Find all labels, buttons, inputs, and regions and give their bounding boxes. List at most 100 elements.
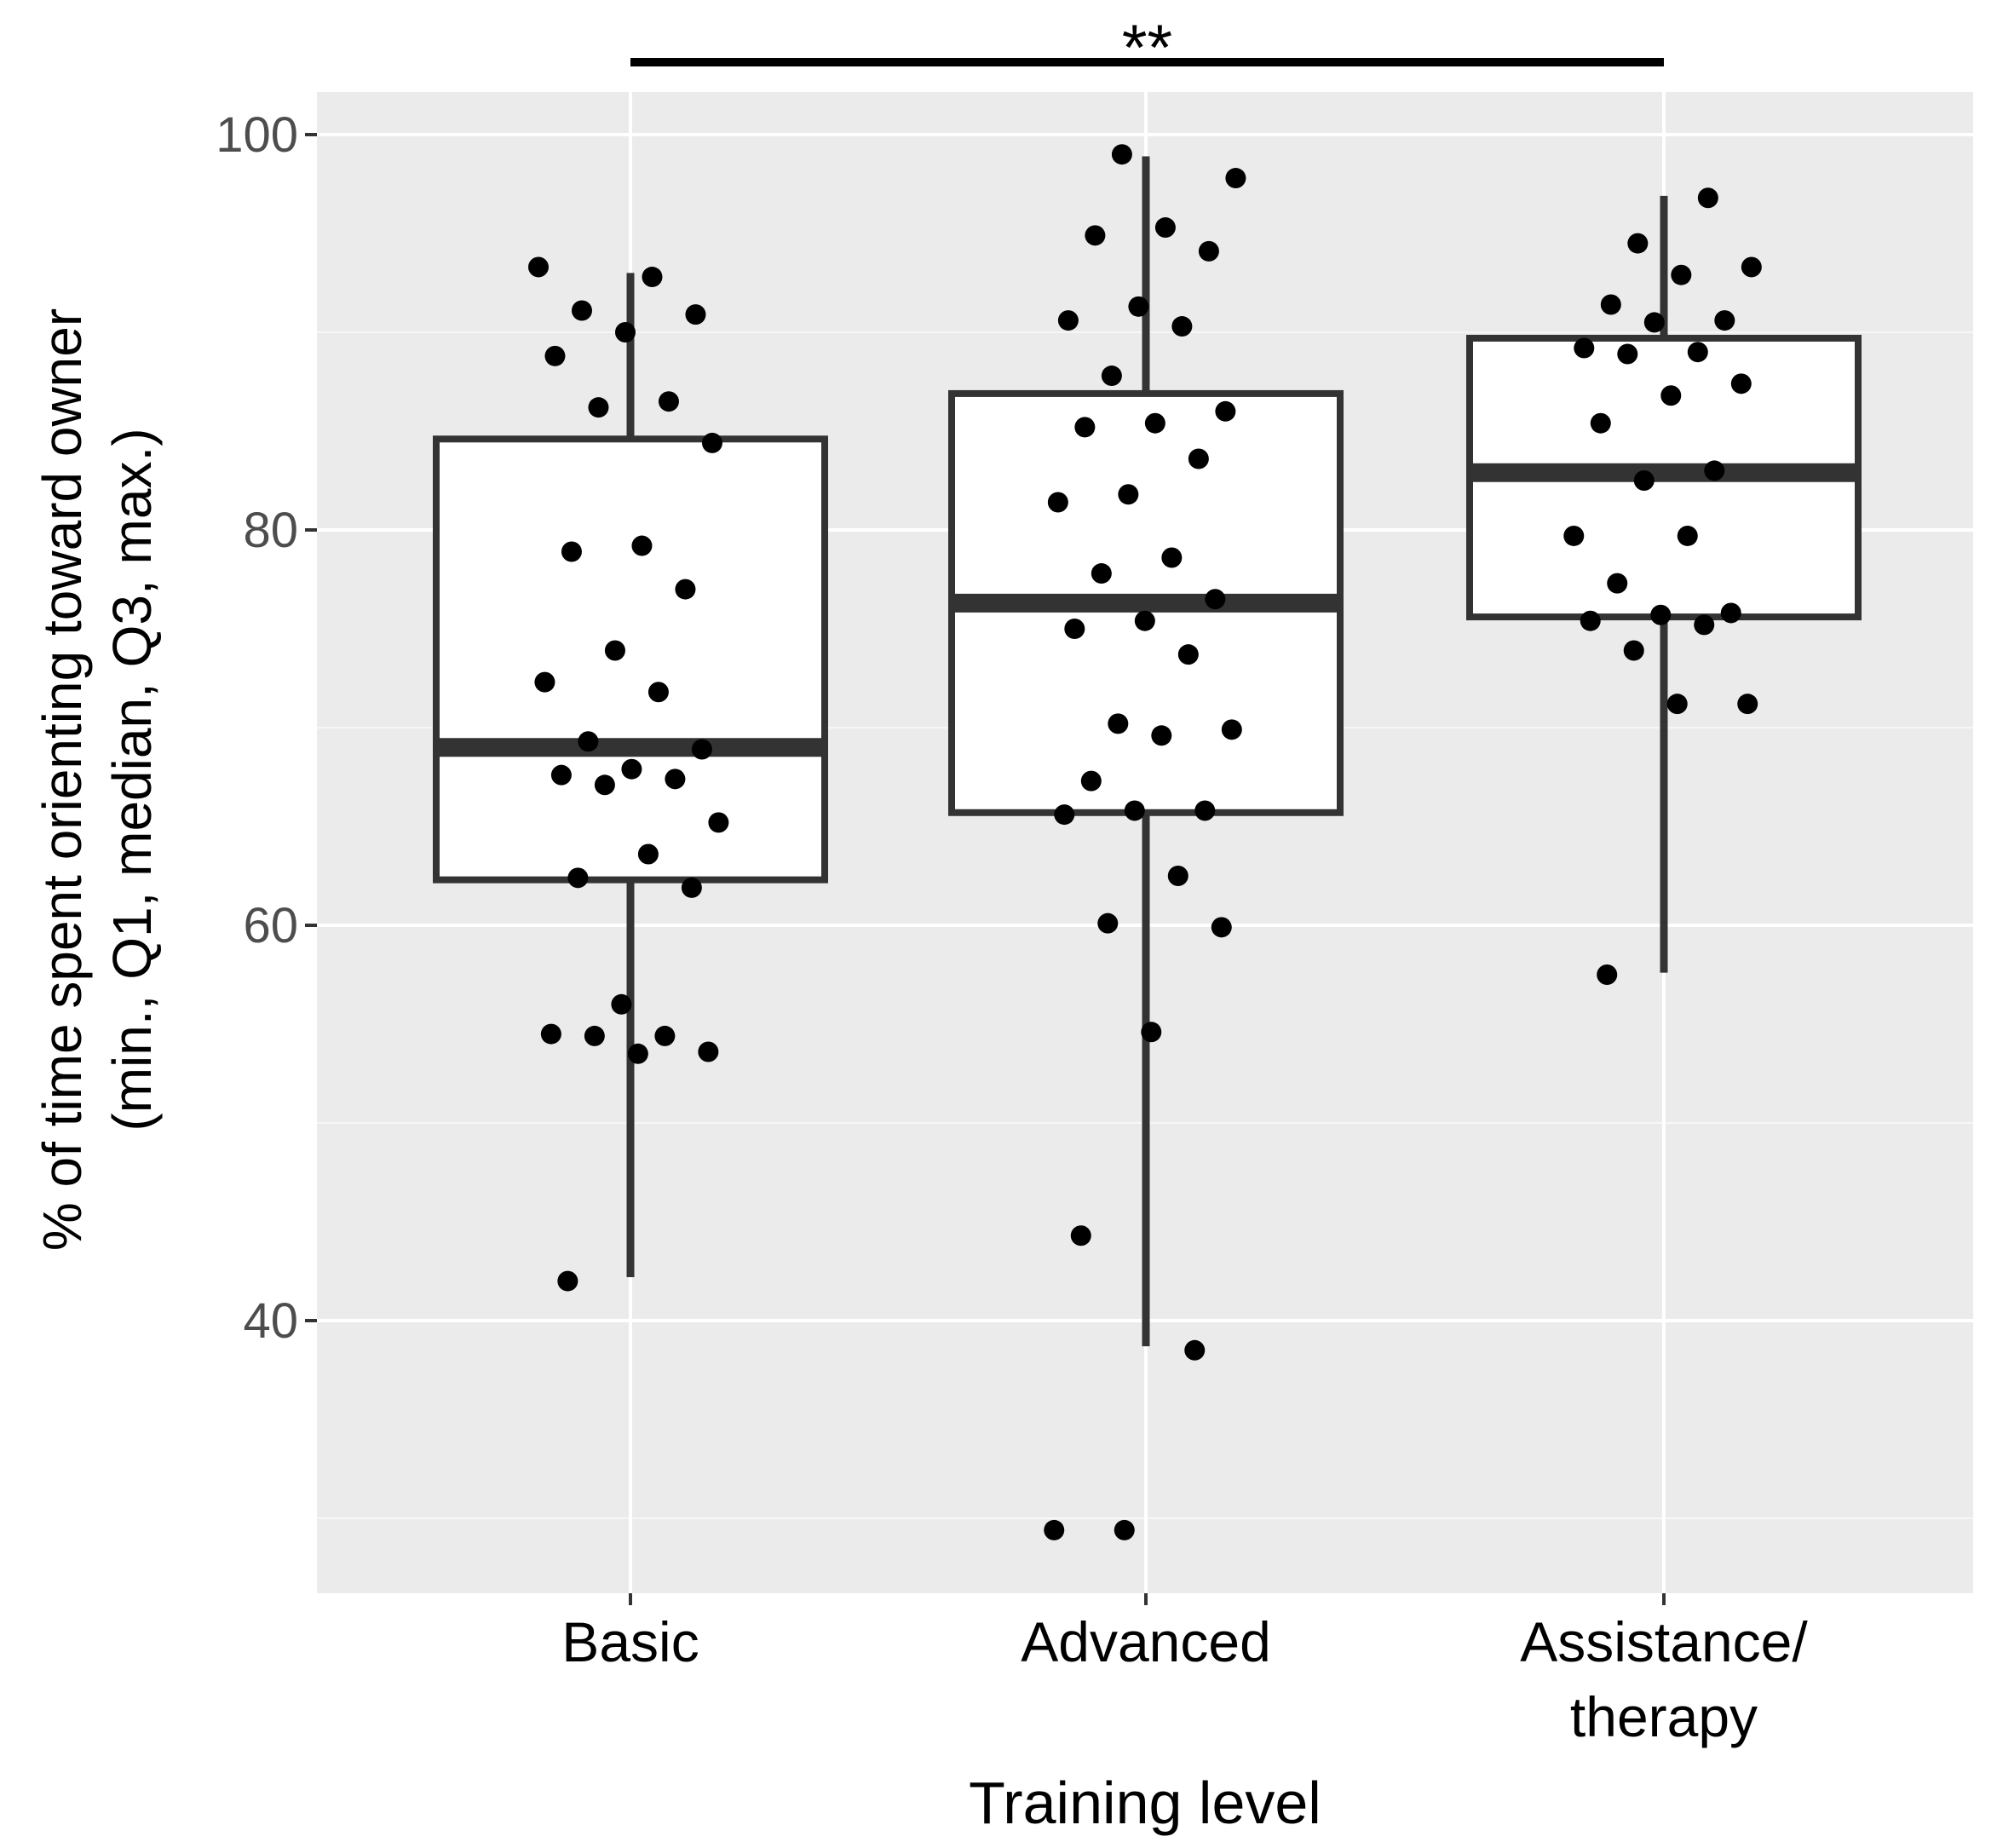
- data-point: [654, 1025, 676, 1046]
- data-point: [1044, 1519, 1065, 1540]
- data-point: [1627, 233, 1649, 254]
- data-point: [1617, 343, 1638, 365]
- data-point: [1671, 264, 1692, 285]
- data-point: [631, 535, 653, 556]
- data-point: [1080, 770, 1102, 792]
- data-point: [544, 345, 566, 366]
- data-point: [1205, 589, 1226, 610]
- data-point: [1623, 640, 1644, 661]
- y-axis-title: % of time spent orienting toward owner (m…: [32, 308, 163, 1251]
- data-point: [1128, 296, 1149, 317]
- data-point: [1633, 470, 1655, 491]
- data-point: [571, 300, 592, 321]
- data-point: [1660, 385, 1682, 406]
- data-point: [578, 731, 599, 752]
- data-point: [1151, 725, 1172, 746]
- data-point: [1714, 310, 1735, 331]
- data-point: [1188, 448, 1209, 469]
- data-point: [658, 391, 679, 412]
- data-point: [1097, 912, 1119, 934]
- data-point: [561, 541, 582, 562]
- y-tick-label: 60: [243, 898, 298, 953]
- data-point: [1108, 713, 1129, 734]
- data-point: [1687, 342, 1708, 363]
- data-point: [1101, 366, 1122, 387]
- x-tick-label-assistance: Assistance/: [1520, 1610, 1808, 1673]
- data-point: [540, 1023, 561, 1045]
- data-point: [685, 304, 706, 325]
- y-axis-title-line: % of time spent orienting toward owner: [32, 308, 93, 1251]
- data-point: [1064, 619, 1085, 639]
- data-point: [588, 397, 609, 418]
- data-point: [1225, 168, 1246, 189]
- data-point: [1070, 1225, 1091, 1246]
- data-point: [1154, 217, 1176, 239]
- data-point: [1677, 525, 1698, 546]
- data-point: [1580, 610, 1601, 631]
- data-points: [528, 144, 1762, 1540]
- data-point: [1124, 800, 1145, 821]
- data-point: [621, 758, 642, 780]
- data-point: [1694, 614, 1715, 636]
- data-point: [1650, 604, 1672, 625]
- data-point: [1730, 373, 1752, 394]
- data-point: [614, 322, 636, 343]
- data-point: [604, 640, 625, 661]
- box-advanced: [948, 156, 1344, 1347]
- box-basic: [433, 273, 828, 1277]
- data-point: [1198, 240, 1219, 262]
- data-point: [1215, 400, 1236, 422]
- data-point: [1161, 547, 1183, 568]
- y-tick-label: 100: [216, 107, 298, 163]
- data-point: [647, 682, 669, 703]
- data-point: [1590, 412, 1611, 434]
- data-point: [1574, 337, 1595, 359]
- data-point: [1597, 964, 1618, 985]
- data-point: [1074, 417, 1096, 438]
- data-point: [1111, 144, 1132, 165]
- data-point: [1134, 610, 1155, 631]
- x-axis-title: Training level: [969, 1770, 1321, 1836]
- y-axis-title-line: (min., Q1, median, Q3, max.): [101, 428, 163, 1131]
- data-point: [1167, 866, 1188, 886]
- data-point: [1741, 256, 1762, 278]
- x-tick-label-advanced: Advanced: [1021, 1610, 1271, 1673]
- data-point: [1177, 644, 1199, 665]
- data-point: [1144, 412, 1165, 434]
- data-point: [611, 993, 632, 1015]
- data-point: [681, 877, 702, 898]
- data-point: [1114, 1519, 1135, 1540]
- data-point: [1184, 1339, 1206, 1361]
- y-tick-label: 40: [243, 1293, 298, 1349]
- x-tick-label-basic: Basic: [561, 1610, 699, 1673]
- data-point: [584, 1025, 605, 1046]
- data-point: [1600, 294, 1621, 315]
- data-point: [534, 671, 555, 693]
- data-point: [1607, 573, 1628, 594]
- data-point: [550, 764, 572, 786]
- data-point: [1118, 484, 1139, 505]
- data-point: [1211, 917, 1232, 938]
- data-point: [1194, 800, 1216, 821]
- data-point: [665, 769, 686, 790]
- data-point: [691, 739, 712, 760]
- y-tick-label: 80: [243, 503, 298, 558]
- data-point: [1047, 492, 1068, 513]
- data-point: [1737, 694, 1758, 715]
- significance-annotation: **: [630, 12, 1664, 84]
- significance-label: **: [1122, 12, 1172, 84]
- data-point: [1704, 460, 1725, 481]
- data-point: [627, 1043, 648, 1064]
- data-point: [1091, 563, 1112, 584]
- data-point: [528, 256, 549, 278]
- data-point: [1171, 316, 1193, 337]
- data-point: [675, 579, 696, 600]
- data-point: [1054, 804, 1075, 826]
- data-point: [567, 867, 589, 889]
- data-point: [1666, 694, 1688, 715]
- data-point: [1697, 187, 1718, 209]
- data-point: [698, 1041, 719, 1062]
- data-point: [642, 267, 663, 288]
- data-point: [1563, 525, 1585, 546]
